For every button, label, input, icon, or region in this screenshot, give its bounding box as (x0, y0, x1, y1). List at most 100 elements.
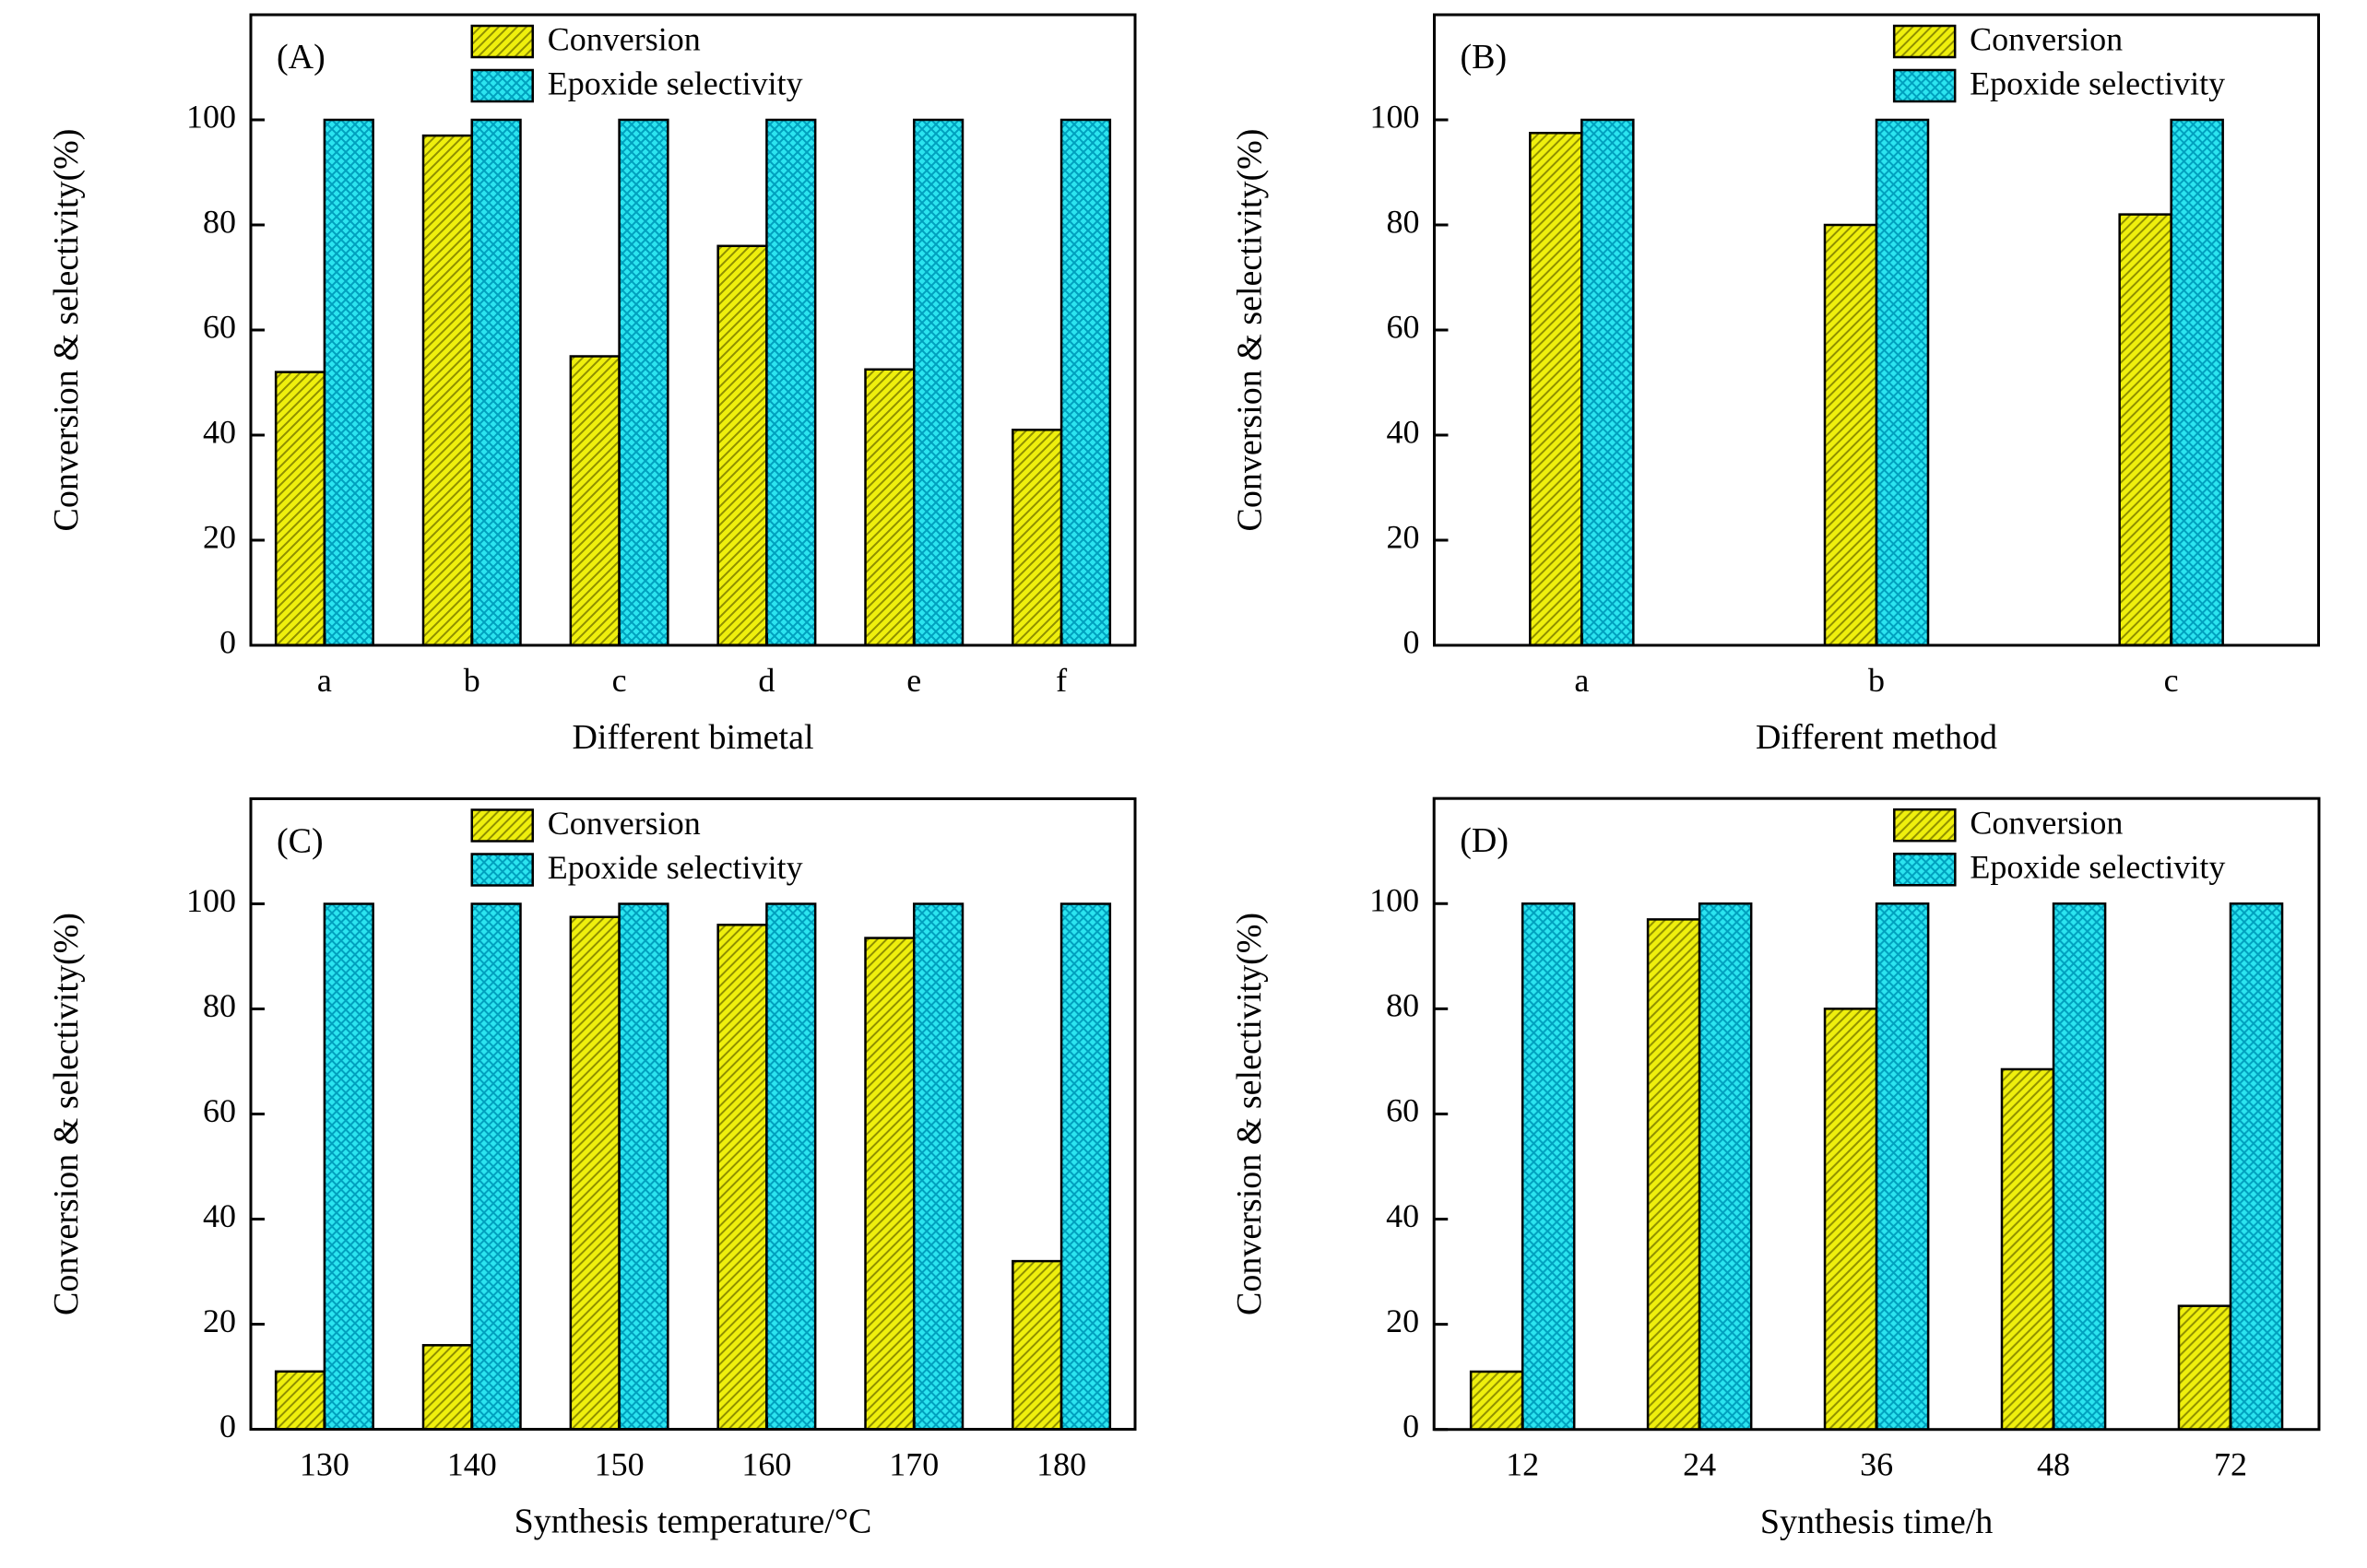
legend: Conversion Epoxide selectivity (470, 20, 803, 103)
panel-label: (D) (1460, 821, 1509, 860)
bar-selectivity-72 (2229, 902, 2284, 1431)
legend-swatch-conversion (470, 808, 534, 843)
plot-frame (249, 13, 1137, 647)
x-axis-title: Synthesis time/h (1760, 1503, 1993, 1541)
bar-conversion-130 (274, 1370, 326, 1431)
x-tick-label: 160 (741, 1446, 791, 1483)
y-axis: 0 20 40 60 80 100 (186, 98, 265, 660)
y-axis: 0 20 40 60 80 100 (186, 882, 265, 1444)
bar-conversion-160 (716, 924, 768, 1431)
x-tick-label: a (1574, 662, 1589, 699)
panel-a: 0 20 40 60 80 100 a b c d e f Different bimetal Conve… (0, 0, 1183, 784)
y-axis-title: Conversion & selectivity(%) (47, 129, 86, 532)
x-axis: a b c (1574, 633, 2179, 699)
bar-conversion-140 (421, 1344, 474, 1431)
bar-selectivity-c (2170, 118, 2224, 647)
x-tick-label: a (317, 662, 332, 699)
legend: Conversion Epoxide selectivity (1892, 20, 2225, 103)
x-tick-label: 48 (2037, 1446, 2070, 1483)
bar-conversion-36 (1823, 1008, 1878, 1431)
x-tick-label: c (2164, 662, 2179, 699)
bar-selectivity-b (1875, 118, 1930, 647)
panel-b: 0 20 40 60 80 100 a b c Different method Conversio… (1183, 0, 2367, 784)
x-tick-label: f (1056, 662, 1067, 699)
y-tick-label: 0 (1403, 623, 1420, 660)
y-tick-label: 40 (203, 1197, 236, 1234)
y-axis-title: Conversion & selectivity(%) (1230, 913, 1269, 1315)
y-tick-label: 100 (1370, 98, 1420, 135)
bar-conversion-f (1012, 429, 1063, 647)
x-tick-label: e (906, 662, 921, 699)
x-tick-label: 36 (1860, 1446, 1893, 1483)
bar-selectivity-36 (1875, 902, 1930, 1431)
y-tick-label: 0 (1402, 1408, 1419, 1444)
legend-label: Epoxide selectivity (1970, 849, 2225, 886)
bars (274, 118, 1112, 647)
legend-swatch-conversion (470, 24, 534, 59)
y-tick-label: 60 (1386, 1092, 1419, 1129)
y-tick-label: 80 (1387, 203, 1420, 240)
panel-label: (A) (277, 38, 325, 77)
y-tick-label: 0 (219, 1408, 236, 1444)
y-axis-title: Conversion & selectivity(%) (47, 913, 86, 1315)
bar-selectivity-12 (1521, 902, 1576, 1431)
x-axis-title: Synthesis temperature/°C (515, 1503, 872, 1541)
legend-swatch-conversion (1892, 24, 1957, 59)
panel-a-chart: 0 20 40 60 80 100 a b c d e f Different bimetal Conve… (47, 13, 1137, 757)
x-axis: a b c d e f (317, 633, 1067, 699)
bars (274, 902, 1112, 1431)
legend-label: Epoxide selectivity (1970, 65, 2225, 101)
y-tick-label: 20 (1387, 518, 1420, 555)
legend-swatch-selectivity (1893, 852, 1957, 887)
panel-c: 0 20 40 60 80 100 130 140 150 160 170 180 Synthesis … (0, 784, 1183, 1568)
y-axis: 0 20 40 60 80 100 (1369, 882, 1449, 1444)
bar-conversion-150 (569, 915, 621, 1431)
bar-conversion-a (1529, 132, 1583, 647)
bar-selectivity-d (765, 118, 817, 647)
x-axis: 12 24 36 48 72 (1506, 1417, 2247, 1483)
legend-label: Epoxide selectivity (548, 65, 803, 101)
legend-label: Conversion (548, 805, 701, 842)
x-tick-label: 72 (2214, 1446, 2247, 1483)
y-tick-label: 80 (1386, 987, 1419, 1024)
bar-selectivity-a (1580, 118, 1635, 647)
x-tick-label: 12 (1506, 1446, 1539, 1483)
bar-selectivity-f (1059, 118, 1112, 647)
bar-selectivity-a (323, 118, 374, 647)
y-tick-label: 20 (1386, 1303, 1419, 1339)
legend: Conversion Epoxide selectivity (1893, 804, 2225, 887)
legend-swatch-selectivity (470, 68, 534, 103)
panel-b-chart: 0 20 40 60 80 100 a b c Different method Conversio… (1231, 13, 2320, 757)
bar-selectivity-150 (618, 902, 669, 1431)
bar-conversion-e (864, 368, 916, 647)
bar-conversion-24 (1646, 918, 1701, 1431)
y-tick-label: 40 (203, 413, 236, 450)
bar-conversion-d (716, 244, 768, 647)
bar-selectivity-48 (2052, 902, 2107, 1431)
bar-selectivity-130 (323, 902, 374, 1431)
x-tick-label: b (1868, 662, 1885, 699)
x-tick-label: 140 (447, 1446, 497, 1483)
plot-frame (249, 797, 1137, 1431)
x-axis: 130 140 150 160 170 180 (300, 1417, 1086, 1483)
legend-label: Conversion (548, 20, 701, 57)
bar-selectivity-b (470, 118, 522, 647)
bar-conversion-b (421, 134, 474, 647)
bars (1469, 902, 2284, 1431)
x-axis-title: Different bimetal (572, 718, 813, 757)
y-tick-label: 20 (203, 1303, 236, 1339)
bar-selectivity-170 (913, 902, 965, 1431)
x-tick-label: b (464, 662, 480, 699)
x-tick-label: 150 (595, 1446, 645, 1483)
x-tick-label: 170 (889, 1446, 939, 1483)
panel-label: (C) (277, 822, 324, 861)
y-tick-label: 60 (1387, 308, 1420, 345)
panel-label: (B) (1461, 38, 1508, 77)
y-tick-label: 100 (186, 882, 236, 919)
panel-d-chart: 0 20 40 60 80 100 12 24 36 48 72 Synthesis time/h Co… (1230, 796, 2321, 1541)
y-tick-label: 100 (1369, 882, 1419, 919)
bar-selectivity-180 (1059, 902, 1112, 1431)
bar-selectivity-140 (470, 902, 522, 1431)
x-axis-title: Different method (1756, 718, 1997, 757)
